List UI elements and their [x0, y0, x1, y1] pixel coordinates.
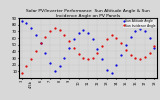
- Legend: Sun Altitude Angle, Sun Incidence Angle: Sun Altitude Angle, Sun Incidence Angle: [122, 19, 156, 28]
- Title: Solar PV/Inverter Performance  Sun Altitude Angle & Sun Incidence Angle on PV Pa: Solar PV/Inverter Performance Sun Altitu…: [26, 9, 150, 18]
